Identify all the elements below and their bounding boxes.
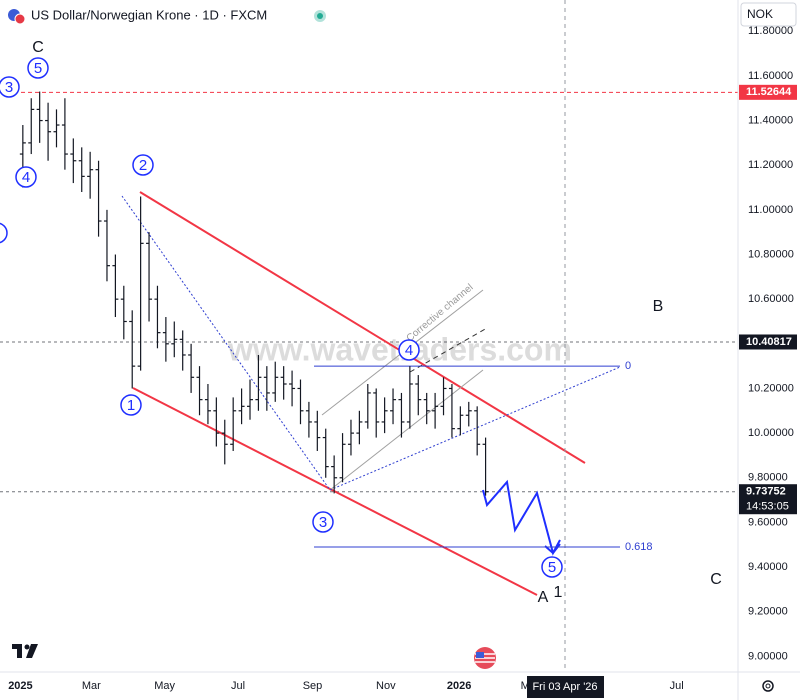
price-lines: [0, 91, 738, 493]
x-tick-label: May: [154, 680, 175, 692]
chart-title: US Dollar/Norwegian Krone · 1D · FXCM: [31, 7, 267, 22]
channel-upper: [139, 191, 586, 464]
y-tick-label: 11.00000: [748, 204, 793, 216]
x-tick-label: 2025: [8, 680, 32, 692]
currency[interactable]: NOK: [747, 7, 773, 21]
overlay: US Dollar/Norwegian Krone · 1D · FXCM NO…: [8, 2, 797, 698]
y-tick-label: 9.60000: [748, 516, 788, 528]
currency-box[interactable]: [740, 2, 797, 27]
wave-circle: [398, 339, 420, 361]
y-tick-label: 9.80000: [748, 472, 788, 484]
corrective-channel-mid: [409, 327, 488, 373]
x-tick-label: 2026: [447, 680, 471, 692]
wave-circle: [0, 76, 20, 98]
channel-lower: [132, 387, 538, 596]
wave-label: 1: [127, 397, 135, 414]
wave-circle: [27, 57, 49, 79]
wave-label: 5: [34, 60, 42, 77]
y-axis-bg: [738, 0, 800, 700]
x-tick-label: Nov: [376, 680, 396, 692]
y-tick-label: 11.60000: [748, 70, 793, 82]
wave-label: 2: [139, 157, 147, 174]
wave-circle: [132, 154, 154, 176]
price-tag-label: 11.52644: [746, 86, 792, 98]
trend-dotted: [329, 366, 621, 491]
price-tag: [739, 484, 797, 515]
y-tick-label: 11.40000: [748, 114, 793, 126]
flag-icon: [14, 13, 26, 25]
y-tick-label: 9.00000: [748, 650, 788, 662]
wave-label: 3: [5, 79, 13, 96]
fib-label: 0: [625, 360, 631, 372]
status-dot: [317, 13, 323, 19]
settings-icon[interactable]: [762, 680, 774, 692]
price-tag: [739, 84, 797, 100]
wave-label: 4: [22, 169, 30, 186]
wave-circle: [312, 511, 334, 533]
y-tick-label: 10.00000: [748, 427, 794, 439]
x-tick-label: Sep: [303, 680, 323, 692]
corrective-channel-lower: [329, 369, 484, 491]
wave-label: 5: [548, 559, 556, 576]
crosshair-date: Fri 03 Apr '26: [532, 681, 597, 693]
bars: [19, 91, 489, 496]
y-tick-label: 10.20000: [748, 382, 794, 394]
y-tick-label: 10.60000: [748, 293, 794, 305]
price-tag-label: 9.73752: [746, 486, 786, 498]
x-tick-label: Jul: [670, 680, 684, 692]
x-tick-label: Mar: [82, 680, 101, 692]
tv-logo: [12, 644, 38, 658]
wave-label: 4: [405, 342, 413, 359]
wave-label: 3: [319, 514, 327, 531]
countdown: 14:53:05: [746, 501, 789, 513]
y-tick-label: 9.40000: [748, 561, 788, 573]
x-axis-bg: [0, 672, 800, 700]
y-tick-label: 10.80000: [748, 248, 794, 260]
y-tick-label: 11.20000: [748, 159, 793, 171]
y-tick-label: 11.80000: [748, 25, 793, 37]
wave-circle: [541, 556, 563, 578]
wave-label: B: [653, 298, 664, 315]
wave-label: C: [32, 39, 44, 56]
wave-circle: [120, 394, 142, 416]
x-tick-label: Jul: [231, 680, 245, 692]
price-tag: [739, 334, 797, 350]
y-tick-label: 9.20000: [748, 606, 788, 618]
trend-dotted: [121, 195, 331, 491]
wave-label: C: [710, 571, 722, 588]
wave-label: A: [538, 589, 549, 606]
wave-circle: [15, 166, 37, 188]
fib-label: 0.618: [625, 541, 653, 553]
wave-label: 1: [554, 584, 563, 601]
crosshair-date-box: [527, 676, 604, 698]
wave-circle: [0, 222, 8, 244]
price-tag-label: 10.40817: [746, 336, 792, 348]
flag-badge: [474, 647, 496, 669]
